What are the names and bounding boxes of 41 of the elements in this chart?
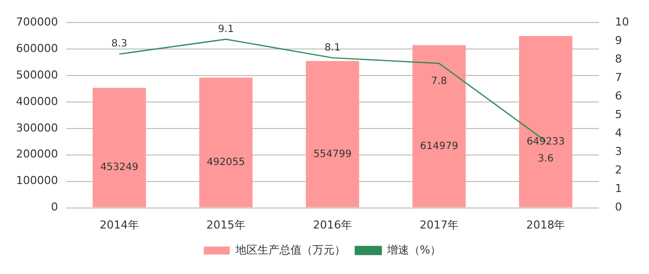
y-tick-label: 300000 (16, 121, 58, 134)
y2-tick-label: 5 (615, 108, 622, 122)
data-label: 453249 (100, 162, 138, 174)
y-tick-label: 400000 (16, 94, 58, 108)
y2-tick-label: 1 (615, 182, 622, 196)
data-label: 8.3 (111, 38, 128, 50)
y2-tick-label: 3 (615, 145, 622, 158)
data-label: 649233 (526, 136, 565, 148)
bar (199, 78, 253, 208)
x-tick-label: 2016年 (312, 218, 352, 232)
y2-tick-label: 7 (615, 71, 622, 84)
y-tick-label: 200000 (16, 148, 58, 161)
legend-label: 地区生产总值（万元） (234, 243, 346, 256)
x-tick-label: 2017年 (420, 218, 459, 232)
data-label: 614979 (420, 140, 458, 152)
y2-tick-label: 8 (615, 52, 622, 66)
y2-tick-label: 6 (615, 90, 622, 103)
y-tick-label: 0 (50, 200, 58, 214)
y2-tick-label: 0 (615, 200, 622, 214)
data-label: 9.1 (218, 24, 234, 35)
y-tick-label: 700000 (16, 15, 58, 28)
data-label: 554799 (313, 148, 352, 160)
y2-tick-label: 4 (615, 126, 622, 140)
y2-tick-label: 10 (615, 15, 630, 28)
y-tick-label: 500000 (16, 68, 58, 82)
bar (412, 45, 466, 208)
data-label: 8.1 (324, 42, 340, 54)
x-tick-label: 2015年 (206, 218, 246, 232)
bar (92, 88, 146, 208)
y-tick-label: 600000 (16, 42, 58, 55)
y-tick-label: 100000 (16, 174, 58, 188)
data-label: 492055 (206, 157, 245, 168)
x-tick-label: 2018年 (526, 218, 566, 232)
bar (519, 36, 572, 208)
bar (306, 61, 360, 208)
data-label: 3.6 (538, 154, 554, 165)
y2-tick-label: 2 (615, 164, 622, 177)
legend-label: 增速（%） (386, 243, 442, 256)
x-tick-label: 2014年 (100, 218, 139, 232)
y2-tick-label: 9 (615, 34, 622, 47)
data-label: 7.8 (431, 76, 448, 87)
